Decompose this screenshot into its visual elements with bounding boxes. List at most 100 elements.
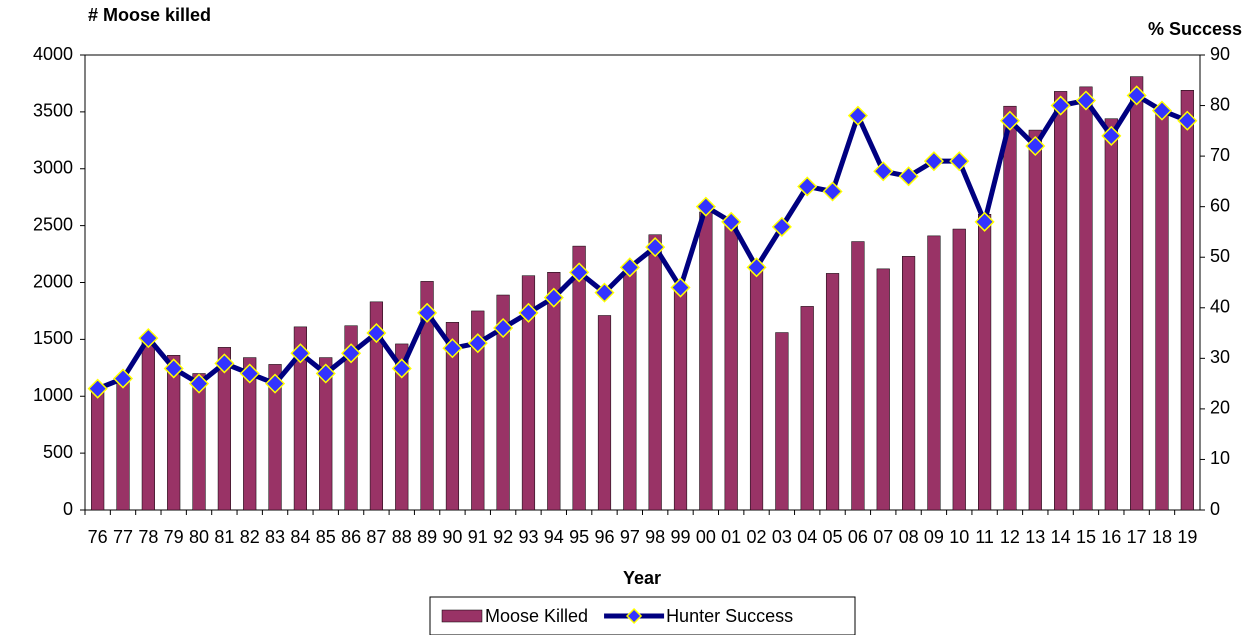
marker — [898, 166, 919, 187]
x-tick-label: 94 — [544, 527, 564, 547]
x-tick-label: 77 — [113, 527, 133, 547]
x-tick-label: 88 — [392, 527, 412, 547]
bar — [876, 268, 890, 511]
marker — [822, 181, 843, 202]
bar — [116, 378, 130, 511]
marker — [1126, 85, 1147, 106]
marker — [1101, 125, 1122, 146]
legend-swatch — [441, 609, 483, 623]
marker — [746, 257, 767, 278]
x-tick-label: 05 — [823, 527, 843, 547]
bar — [1054, 91, 1068, 511]
x-tick-label: 04 — [797, 527, 817, 547]
x-tick-label: 12 — [1000, 527, 1020, 547]
legend-label: Hunter Success — [666, 606, 793, 626]
y2-tick-label: 70 — [1210, 145, 1230, 165]
marker — [391, 358, 412, 379]
x-tick-label: 81 — [214, 527, 234, 547]
x-tick-label: 96 — [594, 527, 614, 547]
bar — [1155, 107, 1169, 511]
y-tick-label: 0 — [63, 499, 73, 519]
x-tick-label: 11 — [975, 527, 994, 547]
x-tick-label: 03 — [772, 527, 792, 547]
bar — [1180, 90, 1194, 511]
bar — [1104, 118, 1118, 511]
bar — [496, 294, 510, 511]
marker — [138, 328, 159, 349]
marker — [341, 343, 362, 364]
x-tick-label: 86 — [341, 527, 361, 547]
bar — [243, 357, 257, 511]
x-tick-label: 14 — [1051, 527, 1071, 547]
x-axis-title: Year — [623, 568, 661, 588]
y-tick-label: 1000 — [33, 385, 73, 405]
x-tick-label: 18 — [1152, 527, 1172, 547]
y-tick-label: 2000 — [33, 271, 73, 291]
bar — [547, 272, 561, 511]
x-tick-label: 93 — [518, 527, 538, 547]
marker — [417, 302, 438, 323]
y2-tick-label: 20 — [1210, 398, 1230, 418]
y-tick-label: 500 — [43, 442, 73, 462]
bar — [167, 355, 181, 511]
y2-tick-label: 60 — [1210, 195, 1230, 215]
x-tick-label: 84 — [290, 527, 310, 547]
x-tick-label: 15 — [1076, 527, 1096, 547]
y2-tick-label: 50 — [1210, 246, 1230, 266]
bar — [800, 306, 814, 511]
x-tick-label: 78 — [138, 527, 158, 547]
bar — [648, 234, 662, 511]
bar — [1028, 129, 1042, 511]
marker — [264, 373, 286, 394]
marker — [594, 282, 615, 303]
x-tick-label: 02 — [747, 527, 767, 547]
bar — [344, 325, 358, 511]
bar — [1130, 76, 1144, 511]
marker — [518, 302, 539, 323]
x-tick-label: 98 — [645, 527, 665, 547]
bar — [597, 315, 612, 511]
bar — [1003, 105, 1017, 511]
x-tick-label: 06 — [848, 527, 868, 547]
marker — [188, 373, 210, 394]
bar — [420, 281, 434, 511]
x-tick-label: 91 — [468, 527, 488, 547]
marker — [771, 216, 792, 237]
x-tick-label: 97 — [620, 527, 640, 547]
bar — [699, 211, 713, 511]
marker — [974, 211, 995, 232]
marker — [290, 343, 311, 364]
line — [96, 92, 1189, 391]
bar — [319, 357, 333, 511]
x-tick-label: 92 — [493, 527, 513, 547]
bar — [268, 364, 282, 511]
x-tick-label: 82 — [240, 527, 260, 547]
bar — [952, 228, 966, 511]
x-tick-label: 80 — [189, 527, 209, 547]
bar — [978, 214, 992, 511]
bar — [623, 265, 637, 511]
y-tick-label: 3000 — [33, 158, 73, 178]
y-tick-label: 1500 — [33, 328, 73, 348]
x-tick-label: 16 — [1101, 527, 1121, 547]
x-tick-label: 89 — [417, 527, 437, 547]
x-tick-label: 76 — [88, 527, 108, 547]
bar — [673, 287, 688, 511]
bar — [217, 347, 231, 511]
bar — [572, 245, 586, 511]
marker — [1151, 100, 1173, 121]
y2-tick-label: 40 — [1210, 297, 1230, 317]
bar — [825, 273, 840, 511]
legend-label: Moose Killed — [485, 606, 588, 626]
marker — [543, 287, 564, 308]
bar — [775, 332, 789, 511]
marker — [569, 262, 590, 283]
y2-tick-label: 90 — [1210, 44, 1230, 64]
marker — [670, 277, 691, 298]
marker — [721, 211, 742, 232]
marker — [1025, 135, 1046, 157]
bar — [293, 326, 307, 511]
marker — [112, 368, 134, 389]
bar — [724, 223, 738, 511]
